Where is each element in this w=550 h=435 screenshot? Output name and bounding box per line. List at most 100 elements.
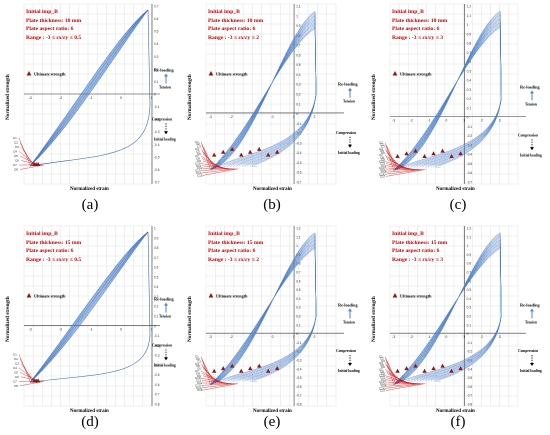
- case-label: C5: [380, 149, 384, 153]
- y-tick-label: 0.2: [467, 97, 472, 101]
- initial-loading-label: Initial loading: [154, 363, 176, 367]
- case-label: C14: [380, 168, 386, 172]
- case-leader: [202, 146, 215, 169]
- ultimate-strength-marker: [211, 152, 217, 157]
- y-tick-label: -0.6: [467, 385, 473, 389]
- y-tick-label: 1.2: [467, 5, 472, 9]
- ultimate-strength-marker: [247, 149, 253, 154]
- y-axis-title: Normalized strength: [371, 74, 377, 120]
- y-tick-label: 0.1: [296, 102, 301, 106]
- case-label: C9: [197, 374, 201, 378]
- panel-a: 0.7 0.6 0.5 0.4 0.3 0.2 0.1 0 -0.1 -0.2 -0.3 -0.4 -0…: [2, 0, 182, 192]
- info-line: Plate aspect ratio: 6: [392, 248, 440, 255]
- x-tick-label: -2: [230, 115, 233, 119]
- ultimate-strength-marker: [413, 148, 418, 153]
- panel-c: 1.2 1.1 1 0.9 0.8 0.7 0.6 0.5 0.4 0.3 0.2 0.1 0 -0.1-…: [368, 0, 548, 192]
- series-curve: [210, 28, 316, 170]
- case-label: C17: [380, 174, 386, 178]
- case-label: C7: [195, 154, 199, 158]
- case-label: C2: [196, 357, 200, 361]
- legend-marker: [208, 293, 214, 298]
- case-leader: [384, 169, 424, 175]
- case-label: C7: [379, 153, 383, 157]
- x-tick-label: 0: [272, 115, 274, 119]
- reloading-label: Re-loading: [520, 302, 540, 307]
- case-label: C3: [381, 359, 385, 363]
- compression-arrowhead: [530, 147, 534, 151]
- y-tick-label: 0.2: [154, 67, 159, 71]
- x-tick-label: 2: [314, 115, 316, 119]
- reloading-arrowhead: [530, 90, 534, 94]
- y-tick-label: -0.1: [154, 105, 160, 109]
- case-label: C15: [197, 173, 203, 177]
- panel-e: 1.2 1.1 1 0.9 0.8 0.7 0.6 0.5 0.4 0.3 0.2 0.1 0 -0.1-…: [184, 222, 366, 414]
- y-tick-label: -0.1: [296, 341, 302, 345]
- y-tick-label: 0.9: [296, 253, 301, 257]
- y-tick-label: -0.8: [154, 403, 160, 407]
- case-label: C4: [379, 147, 383, 151]
- y-tick-label: -0.3: [154, 354, 160, 358]
- series-curve: [29, 9, 149, 167]
- y-tick-label: 0.6: [296, 279, 301, 283]
- case-label: C6: [15, 159, 19, 163]
- y-tick-label: 1.1: [296, 235, 301, 239]
- y-tick-label: -0.4: [296, 151, 302, 155]
- y-tick-label: 0.1: [467, 323, 472, 327]
- y-tick-label: 0.5: [296, 288, 301, 292]
- x-tick-label: -1: [90, 327, 93, 331]
- x-tick-label: 0: [120, 327, 122, 331]
- y-tick-label: 0: [296, 112, 298, 116]
- y-tick-label: -0.6: [467, 171, 473, 175]
- y-tick-label: 0.3: [296, 306, 301, 310]
- y-tick-label: 0.1: [154, 315, 159, 319]
- ultimate-strength-marker: [256, 146, 262, 151]
- compression-label: Compression: [518, 349, 538, 353]
- y-tick-label: -0.2: [467, 350, 473, 354]
- x-tick-label: -2: [410, 119, 413, 123]
- y-tick-label: 0.5: [296, 63, 301, 67]
- y-tick-label: 0: [154, 93, 156, 97]
- case-leader: [19, 155, 39, 166]
- case-leader: [200, 383, 235, 386]
- info-line: Initial imp_B: [26, 231, 58, 237]
- case-leader: [386, 383, 422, 387]
- compression-arrowhead: [348, 144, 352, 148]
- y-tick-label: 0.4: [467, 297, 472, 301]
- x-tick-label: -3: [392, 335, 395, 339]
- case-leader: [18, 354, 31, 382]
- case-label: C8: [196, 157, 200, 161]
- info-line: Range : -3 ≤ εx/εy ≤ 2: [208, 256, 260, 263]
- ultimate-strength-marker: [238, 368, 244, 373]
- series-curve: [29, 9, 149, 167]
- ultimate-strength-marker: [449, 154, 454, 158]
- case-label: C8: [380, 369, 384, 373]
- y-tick-label: 0.1: [296, 323, 301, 327]
- reloading-label: Re-loading: [338, 82, 358, 87]
- case-label: C5: [14, 154, 18, 158]
- case-label: C17: [380, 388, 386, 392]
- case-label: C10: [379, 160, 385, 164]
- case-label: C7: [13, 379, 17, 383]
- ultimate-strength-marker: [247, 366, 253, 371]
- y-tick-label: -0.3: [296, 141, 302, 145]
- x-tick-label: 1: [293, 335, 295, 339]
- y-tick-label: 0.2: [154, 305, 159, 309]
- y-tick-label: -0.5: [154, 373, 160, 377]
- y-tick-label: 1: [154, 227, 156, 231]
- legend-label: Ultimate strength: [34, 72, 66, 77]
- ultimate-strength-marker: [422, 368, 427, 373]
- case-label: C3: [15, 145, 19, 149]
- y-tick-label: 1.2: [296, 227, 301, 231]
- ultimate-strength-marker: [211, 368, 217, 373]
- y-tick-label: 0.4: [154, 42, 159, 46]
- x-tick-label: 0: [445, 335, 447, 339]
- x-tick-label: -2: [59, 96, 62, 100]
- panel-label: (c): [449, 197, 467, 213]
- y-tick-label: 0.9: [154, 236, 159, 240]
- x-tick-label: -1: [428, 335, 431, 339]
- case-label: C6: [381, 365, 385, 369]
- info-line: Initial imp_B: [208, 9, 240, 15]
- x-axis-title: Normalized strain: [436, 409, 475, 414]
- y-tick-label: 0.4: [467, 79, 472, 83]
- reloading-arrowhead: [164, 302, 168, 306]
